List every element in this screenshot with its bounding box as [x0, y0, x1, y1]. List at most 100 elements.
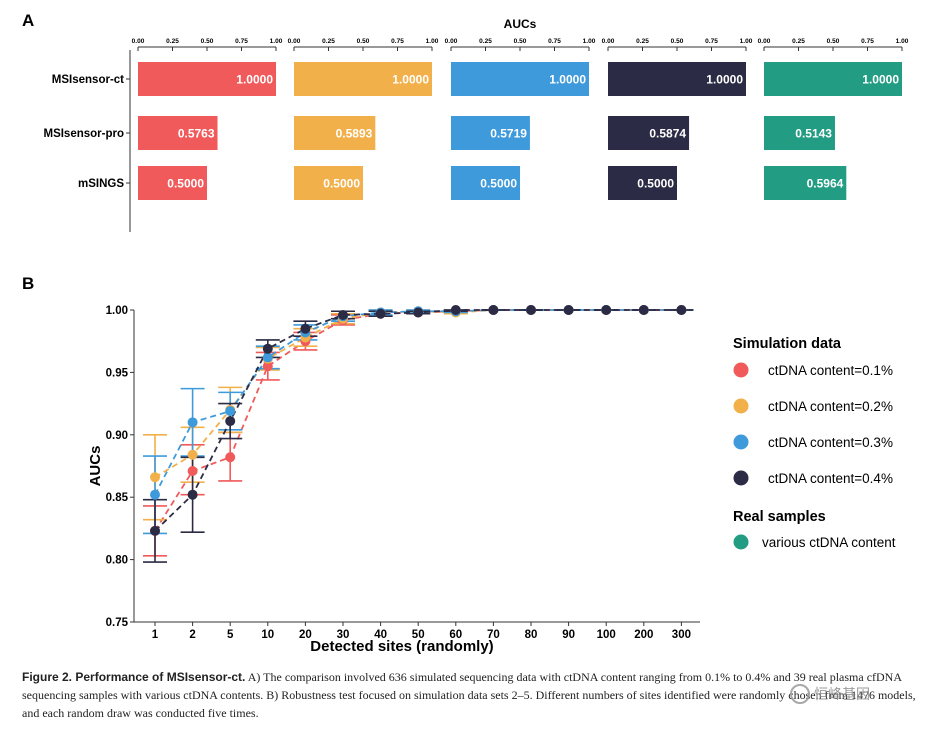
- data-point: [300, 323, 311, 334]
- bar-value-label: 0.5000: [637, 177, 674, 191]
- facet-tick-label: 0.00: [602, 38, 615, 45]
- data-point: [262, 352, 273, 363]
- bar-value-label: 1.0000: [706, 73, 743, 87]
- facet-tick-label: 0.75: [861, 38, 874, 45]
- bar-value-label: 0.5000: [480, 177, 517, 191]
- facet-tick-label: 0.25: [636, 38, 649, 45]
- panel-b-legend: Simulation data ctDNA content=0.1% ctDNA c…: [733, 336, 896, 550]
- bar-value-label: 0.5000: [323, 177, 360, 191]
- caption-text: A) The comparison involved 636 simulated…: [22, 670, 916, 720]
- legend-label: ctDNA content=0.1%: [768, 363, 893, 378]
- bar: [608, 62, 746, 96]
- y-tick-label: 0.75: [106, 617, 129, 629]
- legend-label: various ctDNA content: [762, 535, 896, 550]
- bar: [764, 116, 835, 150]
- facet-tick-label: 1.00: [426, 38, 439, 45]
- y-tick-label: 0.90: [106, 430, 128, 442]
- x-tick-label: 1: [152, 629, 159, 641]
- watermark-text: 恒峰基因: [814, 687, 870, 703]
- bar: [138, 62, 276, 96]
- data-point: [676, 305, 687, 315]
- watermark: 恒峰基因: [790, 684, 870, 705]
- facet-tick-label: 1.00: [896, 38, 909, 45]
- panel-a-bars: 0.00 0.25 0.50 0.75 1.00 1.0000 0.5763 0.5000 0.…: [43, 38, 909, 200]
- facet-tick-label: 0.25: [792, 38, 805, 45]
- data-point: [375, 308, 386, 319]
- legend-marker: [733, 434, 749, 450]
- facet-tick-label: 0.25: [479, 38, 492, 45]
- bar-value-label: 1.0000: [862, 73, 899, 87]
- category-label: mSINGS: [78, 178, 124, 190]
- y-tick-label: 0.95: [106, 367, 129, 379]
- bar: [294, 166, 363, 200]
- data-point: [262, 361, 273, 372]
- facet-tick-label: 0.75: [548, 38, 561, 45]
- x-tick-label: 20: [299, 629, 312, 641]
- bar-value-label: 0.5964: [807, 177, 844, 191]
- data-point: [225, 452, 236, 463]
- data-point: [338, 309, 348, 320]
- legend-title-real: Real samples: [733, 509, 826, 525]
- figure-canvas: A AUCs 0.00 0.25 0.50 0.75 1.001.00000.57630…: [22, 11, 909, 655]
- bar-value-label: 1.0000: [236, 73, 273, 87]
- bar-value-label: 0.5719: [490, 127, 527, 141]
- legend-label: ctDNA content=0.3%: [768, 435, 893, 450]
- facet-tick-label: 0.50: [357, 38, 370, 45]
- data-point: [150, 489, 160, 500]
- x-tick-label: 80: [525, 629, 538, 641]
- x-tick-label: 5: [227, 629, 234, 641]
- panel-a-label: A: [22, 11, 34, 30]
- facet-tick-label: 0.25: [166, 38, 179, 45]
- facet-tick-label: 0.50: [201, 38, 214, 45]
- y-axis-title: AUCs: [87, 446, 104, 487]
- x-tick-label: 10: [261, 629, 274, 641]
- facet-tick-label: 0.75: [391, 38, 404, 45]
- bar: [764, 62, 902, 96]
- bar: [608, 166, 677, 200]
- panel-a: A AUCs 0.00 0.25 0.50 0.75 1.001.00000.57630…: [22, 11, 909, 232]
- facet-tick-label: 0.00: [758, 38, 771, 45]
- x-axis-title: Detected sites (randomly): [310, 638, 493, 655]
- bar: [451, 116, 530, 150]
- data-point: [225, 416, 236, 427]
- data-point: [488, 305, 499, 315]
- caption-lead: Figure 2. Performance of MSIsensor-ct.: [22, 670, 246, 684]
- x-tick-label: 2: [189, 629, 195, 641]
- bar: [138, 166, 207, 200]
- x-tick-label: 300: [672, 629, 691, 641]
- series-group: [143, 309, 694, 563]
- bar-value-label: 0.5893: [336, 127, 373, 141]
- series-group: [143, 309, 694, 521]
- wechat-icon: [790, 684, 810, 704]
- y-tick-label: 0.85: [106, 492, 129, 504]
- bar: [451, 166, 520, 200]
- bar: [294, 62, 432, 96]
- facet-tick-label: 0.00: [288, 38, 301, 45]
- data-point: [225, 406, 236, 417]
- bar: [451, 62, 589, 96]
- facet-tick-label: 0.50: [671, 38, 684, 45]
- facet-tick-label: 0.50: [827, 38, 840, 45]
- data-point: [187, 465, 198, 476]
- figure-caption: Figure 2. Performance of MSIsensor-ct. A…: [22, 668, 922, 722]
- data-point: [262, 343, 273, 354]
- bar-value-label: 0.5143: [795, 127, 832, 141]
- facet-tick-label: 0.00: [445, 38, 458, 45]
- data-point: [638, 305, 649, 315]
- bar: [294, 116, 376, 150]
- bar-value-label: 1.0000: [549, 73, 586, 87]
- x-tick-label: 30: [337, 629, 350, 641]
- facet-tick-label: 0.75: [235, 38, 248, 45]
- legend-marker: [733, 534, 749, 550]
- bar: [608, 116, 690, 150]
- data-point: [150, 525, 160, 536]
- x-tick-label: 90: [562, 629, 575, 641]
- series-line: [154, 309, 682, 496]
- data-point: [187, 417, 198, 428]
- x-tick-label: 50: [412, 629, 425, 641]
- bar: [764, 166, 847, 200]
- data-point: [450, 305, 461, 315]
- data-point: [187, 449, 198, 460]
- x-tick-label: 60: [449, 629, 462, 641]
- legend-marker: [733, 470, 749, 486]
